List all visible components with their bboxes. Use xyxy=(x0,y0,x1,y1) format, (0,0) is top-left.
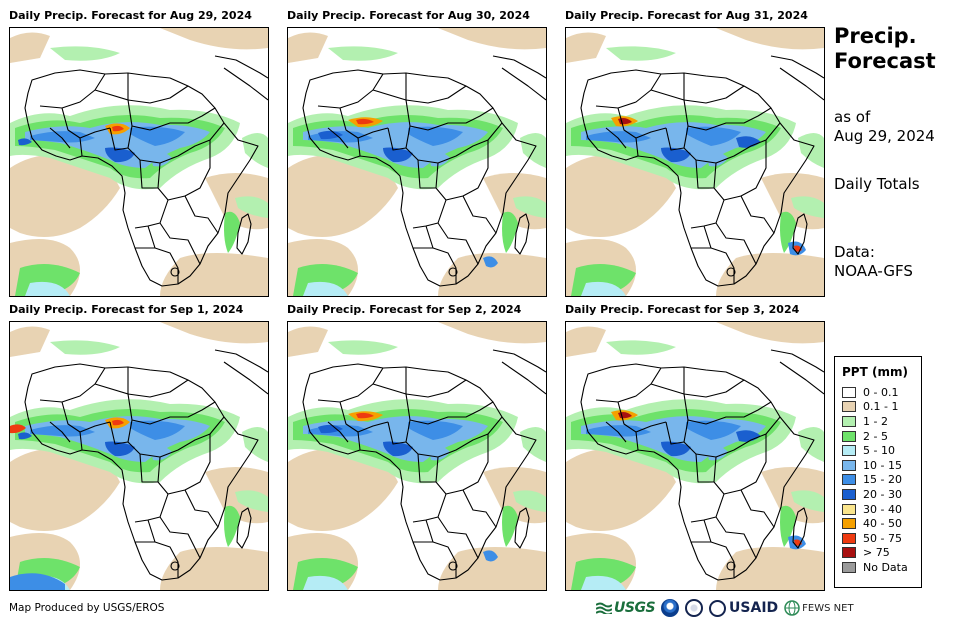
legend-item: 1 - 2 xyxy=(842,414,921,429)
legend-swatch xyxy=(842,474,856,486)
usaid-seal-icon xyxy=(709,599,727,617)
forecast-panel-sep-3: Daily Precip. Forecast for Sep 3, 2024 xyxy=(565,303,825,591)
data-source: Data: NOAA-GFS xyxy=(834,243,913,280)
forecast-panel-sep-1: Daily Precip. Forecast for Sep 1, 2024 xyxy=(9,303,269,591)
legend-item: 2 - 5 xyxy=(842,429,921,444)
legend-swatch xyxy=(842,547,856,559)
panel-title: Daily Precip. Forecast for Aug 31, 2024 xyxy=(565,9,808,22)
legend-item: 20 - 30 xyxy=(842,487,921,502)
precip-map xyxy=(565,321,825,591)
globe-icon xyxy=(784,600,800,616)
legend-swatch xyxy=(842,488,856,500)
precip-map xyxy=(9,321,269,591)
panel-title: Daily Precip. Forecast for Sep 3, 2024 xyxy=(565,303,800,316)
legend-swatch xyxy=(842,401,856,413)
legend-label: No Data xyxy=(863,560,908,574)
legend-swatch xyxy=(842,430,856,442)
legend-item: 30 - 40 xyxy=(842,502,921,517)
legend-label: 2 - 5 xyxy=(863,429,888,443)
panel-title: Daily Precip. Forecast for Aug 29, 2024 xyxy=(9,9,252,22)
as-of-date: as of Aug 29, 2024 xyxy=(834,108,935,145)
legend-item: 5 - 10 xyxy=(842,443,921,458)
legend-label: 5 - 10 xyxy=(863,444,895,458)
usgs-wave-icon xyxy=(596,602,612,614)
usgs-logo: USGS xyxy=(596,600,656,616)
daily-totals-label: Daily Totals xyxy=(834,175,920,193)
map-credit: Map Produced by USGS/EROS xyxy=(9,602,165,614)
legend-swatch xyxy=(842,561,856,573)
precip-map xyxy=(9,27,269,297)
legend-label: 0 - 0.1 xyxy=(863,385,899,399)
legend-swatch xyxy=(842,386,856,398)
forecast-panel-sep-2: Daily Precip. Forecast for Sep 2, 2024 xyxy=(287,303,547,591)
legend-swatch xyxy=(842,518,856,530)
forecast-panel-aug-31: Daily Precip. Forecast for Aug 31, 2024 xyxy=(565,9,825,297)
panel-title: Daily Precip. Forecast for Aug 30, 2024 xyxy=(287,9,530,22)
legend-swatch xyxy=(842,445,856,457)
legend-swatch xyxy=(842,503,856,515)
precip-map xyxy=(287,321,547,591)
legend-label: 40 - 50 xyxy=(863,517,902,531)
noaa-seal-icon xyxy=(661,599,680,617)
legend-label: > 75 xyxy=(863,546,890,560)
panel-title: Daily Precip. Forecast for Sep 2, 2024 xyxy=(287,303,522,316)
legend-item: > 75 xyxy=(842,546,921,561)
legend-item: No Data xyxy=(842,560,921,575)
legend-label: 20 - 30 xyxy=(863,487,902,501)
precip-map xyxy=(565,27,825,297)
forecast-panel-aug-29: Daily Precip. Forecast for Aug 29, 2024 xyxy=(9,9,269,297)
legend-item: 50 - 75 xyxy=(842,531,921,546)
legend-item: 15 - 20 xyxy=(842,473,921,488)
legend-label: 0.1 - 1 xyxy=(863,400,899,414)
sidebar-title: Precip. Forecast xyxy=(834,24,936,73)
legend-item: 10 - 15 xyxy=(842,458,921,473)
forecast-panel-aug-30: Daily Precip. Forecast for Aug 30, 2024 xyxy=(287,9,547,297)
legend-item: 0 - 0.1 xyxy=(842,385,921,400)
legend-item: 0.1 - 1 xyxy=(842,400,921,415)
legend-item: 40 - 50 xyxy=(842,516,921,531)
legend-label: 50 - 75 xyxy=(863,531,902,545)
legend-title: PPT (mm) xyxy=(842,365,908,379)
legend-swatch xyxy=(842,415,856,427)
state-seal-icon xyxy=(685,599,704,617)
legend-swatch xyxy=(842,459,856,471)
legend-label: 15 - 20 xyxy=(863,473,902,487)
fews-net-logo: FEWS NET xyxy=(784,600,854,616)
legend-label: 1 - 2 xyxy=(863,414,888,428)
legend-label: 30 - 40 xyxy=(863,502,902,516)
partner-logos: USGS USAID FEWS NET xyxy=(596,598,854,618)
legend-label: 10 - 15 xyxy=(863,458,902,472)
usaid-logo: USAID xyxy=(709,599,778,617)
legend-swatch xyxy=(842,532,856,544)
precip-map xyxy=(287,27,547,297)
panel-title: Daily Precip. Forecast for Sep 1, 2024 xyxy=(9,303,244,316)
